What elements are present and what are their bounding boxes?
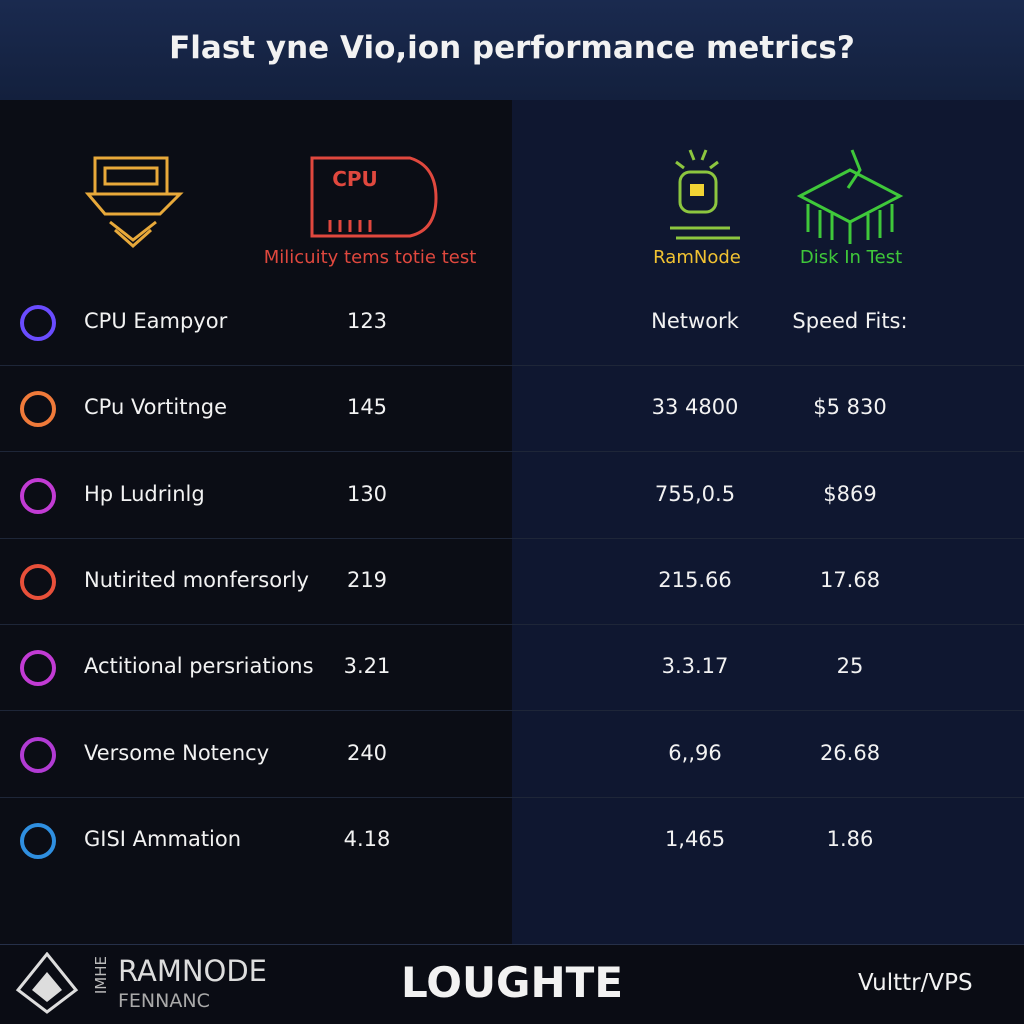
row-value: 123 bbox=[346, 309, 388, 333]
row-icon bbox=[20, 477, 56, 514]
footer-vertical: IMHE bbox=[92, 956, 110, 995]
row-label: Hp Ludrinlg bbox=[84, 481, 205, 506]
row-separator bbox=[0, 451, 1024, 453]
header-band bbox=[0, 0, 1024, 100]
row-label: Nutirited monfersorly bbox=[84, 567, 309, 592]
icon-label: Disk In Test bbox=[799, 247, 903, 268]
ram-icon bbox=[670, 149, 740, 240]
row-speed: 26.68 bbox=[819, 740, 881, 765]
row-network: 1,465 bbox=[664, 826, 726, 851]
row-speed: $869 bbox=[823, 481, 877, 506]
column-header: Network bbox=[651, 309, 739, 333]
row-separator bbox=[0, 623, 1024, 625]
row-value: 219 bbox=[346, 567, 388, 592]
row-icon bbox=[20, 391, 56, 428]
row-value: 130 bbox=[346, 481, 388, 506]
left-panel bbox=[0, 100, 512, 944]
footer-center: LOUGHTE bbox=[400, 958, 624, 1007]
row-label: Versome Notency bbox=[84, 740, 270, 765]
row-separator bbox=[0, 710, 1024, 712]
icon-label: RamNode bbox=[653, 247, 741, 268]
row-speed: $5 830 bbox=[813, 395, 887, 420]
title: Flast yne Vio,ion performance metrics? bbox=[169, 30, 855, 66]
row-value: 240 bbox=[346, 740, 388, 765]
row-icon bbox=[20, 736, 56, 773]
row-network: 33 4800 bbox=[651, 395, 739, 420]
cpu-icon bbox=[310, 156, 438, 238]
row-label: Actitional persriations bbox=[84, 654, 314, 679]
row-label: CPu Vortitnge bbox=[84, 395, 228, 420]
footer-brand: RAMNODE bbox=[118, 954, 268, 988]
row-value: 145 bbox=[346, 395, 388, 420]
row-icon bbox=[20, 305, 56, 341]
right-panel bbox=[512, 100, 1024, 944]
server-icon bbox=[84, 156, 184, 249]
row-separator bbox=[0, 796, 1024, 798]
footer-right: Vulttr/VPS bbox=[858, 970, 973, 996]
row-label: GISI Ammation bbox=[84, 826, 242, 851]
row-speed: 1.86 bbox=[826, 826, 874, 851]
row-icon bbox=[20, 822, 56, 859]
row-network: 215.66 bbox=[658, 567, 732, 592]
icons: CPU bbox=[84, 149, 904, 249]
row-network: 3.3.17 bbox=[661, 654, 729, 679]
row-value: 4.18 bbox=[343, 826, 391, 851]
row-network: 755,0.5 bbox=[654, 481, 736, 506]
row-icon bbox=[20, 563, 56, 600]
row-value: 3.21 bbox=[343, 654, 391, 679]
icon-label: Milicuity tems totie test bbox=[263, 247, 477, 268]
column-header: Speed Fits: bbox=[792, 309, 908, 333]
row-network: 6,,96 bbox=[668, 740, 722, 765]
row-separator bbox=[0, 537, 1024, 539]
disk-icon bbox=[796, 149, 904, 244]
row-speed: 17.68 bbox=[819, 567, 881, 592]
row-separator bbox=[0, 365, 1024, 366]
row-speed: 25 bbox=[836, 654, 864, 679]
cpu-icon-text: CPU bbox=[332, 167, 378, 191]
footer-sub: FENNANC bbox=[118, 990, 210, 1012]
row-icon bbox=[20, 650, 56, 687]
footer bbox=[0, 944, 1024, 1024]
row-label: CPU Eampyor bbox=[84, 309, 228, 333]
footer-logo bbox=[15, 952, 79, 1014]
